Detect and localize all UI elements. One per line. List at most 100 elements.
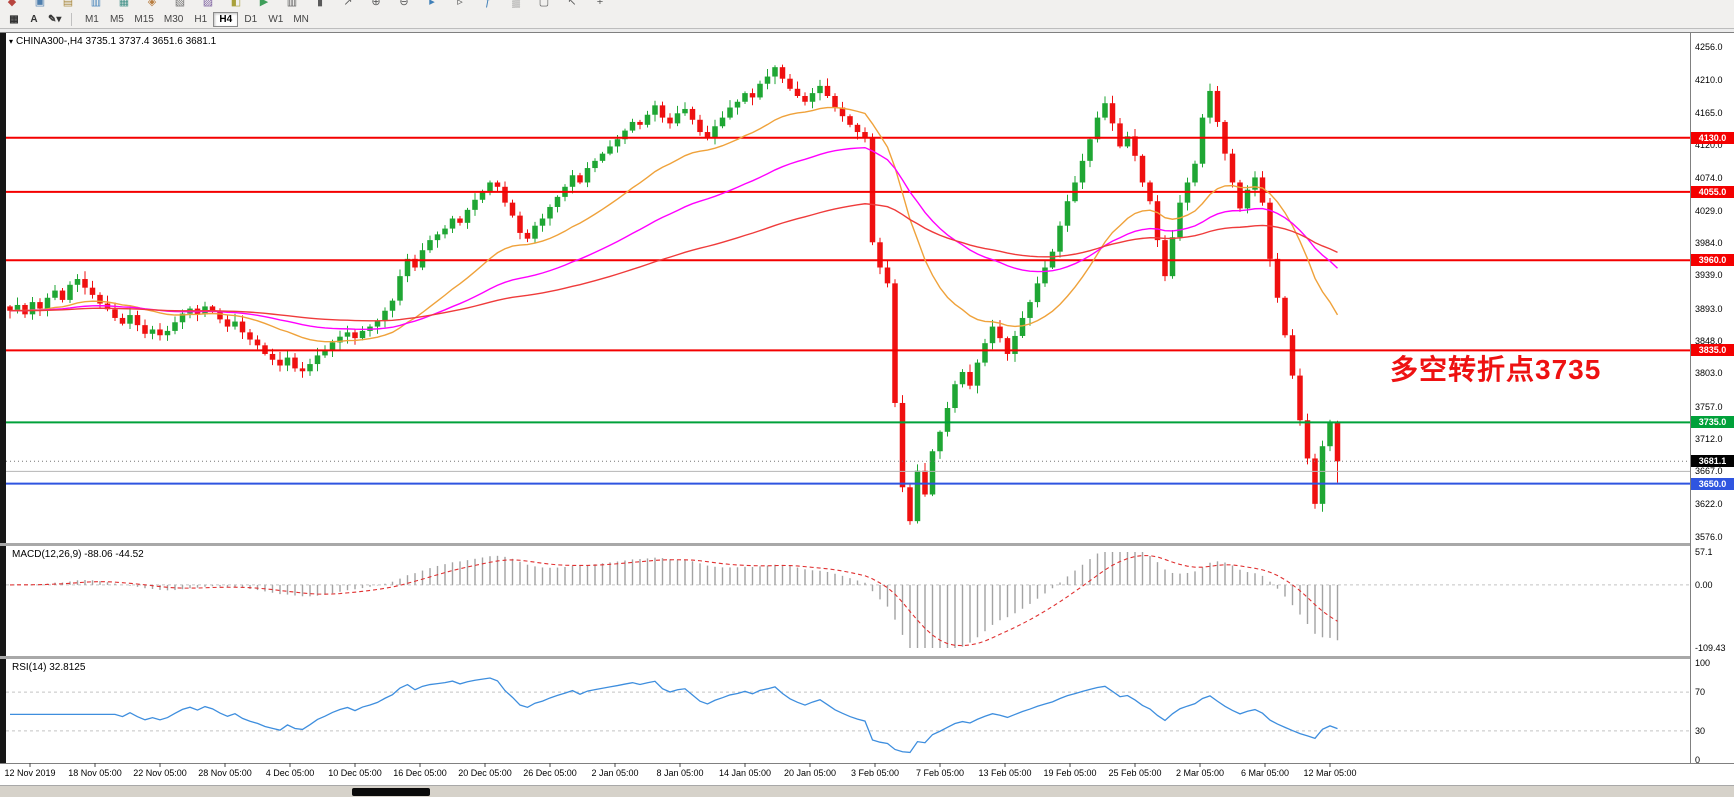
time-axis-label: 20 Dec 05:00 <box>458 768 512 778</box>
macd-label: MACD(12,26,9) -88.06 -44.52 <box>12 549 144 560</box>
metaeditor-icon[interactable]: ◧ <box>230 0 242 8</box>
time-axis-label: 12 Mar 05:00 <box>1303 768 1357 778</box>
toolbar-main: ▦ A ✎▾ M1 M5 M15 M30 H1 H4 D1 W1 MN <box>0 11 1734 29</box>
time-axis-label: 22 Nov 05:00 <box>133 768 187 778</box>
time-axis-label: 13 Feb 05:00 <box>978 768 1032 778</box>
pane-divider-macd[interactable] <box>0 543 1734 546</box>
profiles-icon[interactable]: ▤ <box>62 0 74 8</box>
chart-line-icon[interactable]: ↗ <box>343 0 353 8</box>
chart-title-text: CHINA300-,H4 3735.1 3737.4 3651.6 3681.1 <box>16 36 217 47</box>
cursor-icon[interactable]: ↖ <box>567 0 577 8</box>
data-window-icon[interactable]: ▦ <box>118 0 130 8</box>
axis-tick-label: 3984.0 <box>1695 238 1723 248</box>
auto-scroll-icon[interactable]: ▸ <box>429 0 435 8</box>
navigator-icon[interactable]: ◈ <box>147 0 157 8</box>
axis-tick-label: 4029.0 <box>1695 205 1723 216</box>
zoom-out-icon[interactable]: ⊖ <box>399 0 409 8</box>
timeframe-button-m1[interactable]: M1 <box>84 14 99 25</box>
axis-tick-label: 3622.0 <box>1695 498 1723 509</box>
price-badge: 3960.0 <box>1691 254 1734 267</box>
autotrading-icon[interactable]: ▶ <box>259 0 269 8</box>
axis-tick-label: 30 <box>1695 725 1706 736</box>
axis-tick-label: 70 <box>1695 687 1706 698</box>
pane-divider-rsi[interactable] <box>0 656 1734 659</box>
time-axis-label: 2 Jan 05:00 <box>591 768 639 778</box>
time-axis-label: 4 Dec 05:00 <box>265 768 315 778</box>
rsi-pane[interactable] <box>6 659 1690 763</box>
price-badge: 3650.0 <box>1691 477 1734 490</box>
time-axis-label: 18 Nov 05:00 <box>68 768 122 778</box>
annotation-text[interactable]: 多空转折点3735 <box>1390 354 1602 385</box>
chart-bars-icon[interactable]: ▥ <box>286 0 298 8</box>
timeframe-button-d1[interactable]: D1 <box>244 14 258 25</box>
chart-shift-icon[interactable]: ▹ <box>457 0 463 8</box>
periods-icon[interactable]: ▒ <box>512 0 520 8</box>
time-axis-label: 14 Jan 05:00 <box>718 768 772 778</box>
axis-tick-label: 0 <box>1695 755 1701 765</box>
timeframe-button-h4[interactable]: H4 <box>213 12 239 27</box>
chart-hscrollbar-thumb[interactable] <box>352 788 430 796</box>
crosshair-icon[interactable]: + <box>596 0 604 8</box>
price-badge: 3735.0 <box>1691 416 1734 429</box>
price-badge: 3681.1 <box>1691 455 1734 468</box>
time-axis-label: 12 Nov 2019 <box>4 768 56 778</box>
time-axis-label: 7 Feb 05:00 <box>915 768 965 778</box>
timeframe-button-m15[interactable]: M15 <box>134 14 154 25</box>
time-axis-label: 10 Dec 05:00 <box>328 768 382 778</box>
axis-tick-label: 4256.0 <box>1695 42 1723 52</box>
axis-tick-label: 3848.0 <box>1695 336 1723 346</box>
drawing-tools-button[interactable]: ✎▾ <box>48 14 62 25</box>
toolbar-separator <box>71 13 73 26</box>
axis-tick-label: 4074.0 <box>1695 173 1723 184</box>
timeframe-button-mn[interactable]: MN <box>293 14 309 25</box>
market-watch-icon[interactable]: ▥ <box>90 0 102 8</box>
axis-tick-label: 3893.0 <box>1695 303 1723 314</box>
time-axis-label: 20 Jan 05:00 <box>783 768 837 778</box>
axis-tick-label: 57.1 <box>1695 547 1713 557</box>
axis-tick-label: 4165.0 <box>1695 107 1723 118</box>
templates-icon[interactable]: ▢ <box>538 0 550 8</box>
timeframe-button-w1[interactable]: W1 <box>268 14 284 25</box>
chart-hscrollbar[interactable] <box>0 785 1734 797</box>
axis-tick-label: 3576.0 <box>1695 532 1723 542</box>
time-axis-label: 2 Mar 05:00 <box>1175 768 1225 778</box>
strategy-tester-icon[interactable]: ▨ <box>202 0 214 8</box>
chart-title: ▾ CHINA300-,H4 3735.1 3737.4 3651.6 3681.… <box>9 36 216 47</box>
chart-tools-group: ▦ A ✎▾ <box>5 12 64 27</box>
axis-tick-label: 4210.0 <box>1695 75 1723 86</box>
price-scale[interactable]: 4256.0 4210.0 4165.0 4120.0 4074.0 4029.0 3984… <box>1690 33 1734 765</box>
axis-tick-label: 3803.0 <box>1695 368 1723 379</box>
toolbar-top: ◆ ▣ ▤ ▥ ▦ ◈ ▧ ▨ ◧ ▶ ▥ ▮ ↗ ⊕ ⊖ ▸ ▹ ƒ ▒ ▢ ↖ + <box>0 0 1734 11</box>
new-chart-icon[interactable]: ▣ <box>34 0 46 8</box>
price-badge: 3835.0 <box>1691 344 1734 357</box>
timeframe-button-m30[interactable]: M30 <box>163 14 184 25</box>
time-axis-label: 16 Dec 05:00 <box>393 768 447 778</box>
price-badge: 4130.0 <box>1691 131 1734 144</box>
chart-grid-button[interactable]: ▦ <box>9 14 19 25</box>
timeframe-button-h1[interactable]: H1 <box>194 14 208 25</box>
timeframe-button-m5[interactable]: M5 <box>109 14 124 25</box>
time-axis-label: 19 Feb 05:00 <box>1043 768 1097 778</box>
zoom-in-icon[interactable]: ⊕ <box>371 0 381 8</box>
axis-tick-label: -109.43 <box>1695 643 1726 653</box>
main-chart-pane[interactable] <box>6 33 1690 543</box>
chart-candles-icon[interactable]: ▮ <box>316 0 324 8</box>
time-axis-label: 26 Dec 05:00 <box>523 768 577 778</box>
new-order-icon[interactable]: ◆ <box>7 0 17 8</box>
axis-tick-label: 3757.0 <box>1695 401 1723 412</box>
chart-window-border <box>0 32 1734 33</box>
axis-tick-label: 3939.0 <box>1695 270 1723 281</box>
time-axis-label: 25 Feb 05:00 <box>1108 768 1162 778</box>
time-axis-label: 8 Jan 05:00 <box>656 768 704 778</box>
axis-tick-label: 4120.0 <box>1695 140 1723 150</box>
macd-pane[interactable] <box>6 546 1690 656</box>
indicators-icon[interactable]: ƒ <box>484 0 492 8</box>
time-axis-label: 28 Nov 05:00 <box>198 768 252 778</box>
symbol-dropdown-icon[interactable]: ▾ <box>9 37 14 46</box>
chart-window-left-border <box>0 33 6 785</box>
time-axis[interactable]: 12 Nov 2019 18 Nov 05:00 22 Nov 05:00 28 No… <box>0 763 1734 785</box>
price-badge: 4055.0 <box>1691 185 1734 198</box>
text-label-button[interactable]: A <box>30 14 38 25</box>
terminal-icon[interactable]: ▧ <box>174 0 186 8</box>
